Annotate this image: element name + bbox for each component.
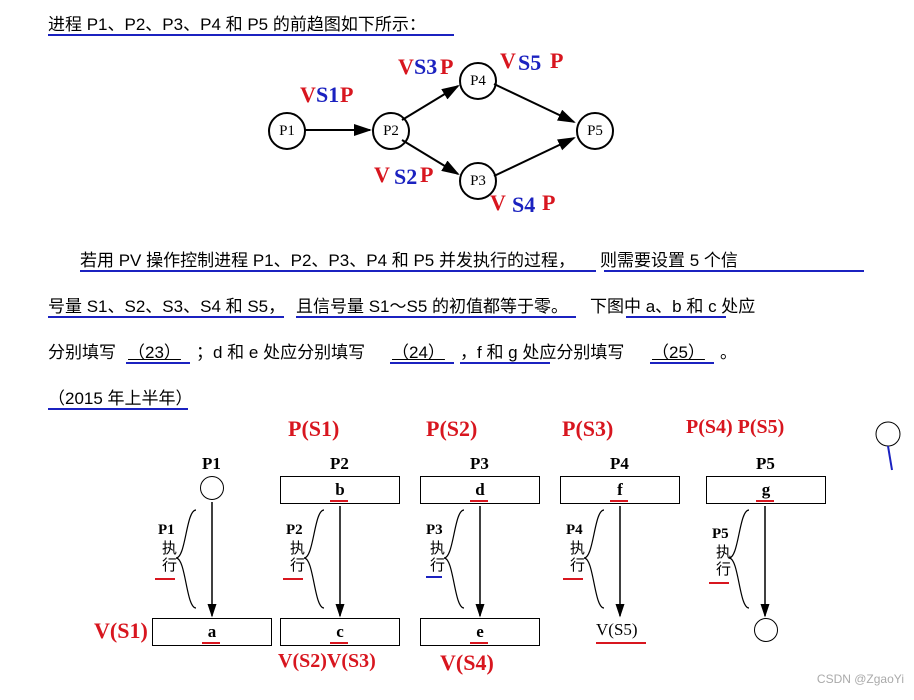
ans-e: V(S4) [440,650,494,676]
p4-pn: P4 [566,522,583,539]
p5-exec: 执行 [712,544,733,578]
graph-edges [0,0,914,250]
blank24: （24） [392,338,445,363]
ann-e23-s: S2 [394,164,417,190]
q-line2a: 若用 PV 操作控制进程 P1、P2、P3、P4 和 P5 并发执行的过程， [80,246,575,271]
ans-a: V(S1) [94,618,148,644]
ans-c: V(S2)V(S3) [278,650,376,673]
q-line3c: 下图中 a、b 和 c 处应 [590,292,755,317]
p1-label: P1 [202,454,221,474]
p4-exec: 执行 [566,540,587,574]
q-line3a: 号量 S1、S2、S3、S4 和 S5， [48,292,285,317]
ann-e35-s: S4 [512,192,535,218]
p5-label: P5 [756,454,775,474]
ann-e23-v: V [374,162,390,188]
p2-label: P2 [330,454,349,474]
q-line2b: 则需要设置 5 个信 [600,246,738,271]
ann-e24-s: S3 [414,54,437,80]
vs5-text: V(S5) [596,620,638,640]
p2-pn: P2 [286,522,303,539]
blank23: （23） [128,338,181,363]
ann-e12-v: V [300,82,316,108]
ans-p3: P(S2) [426,416,477,442]
p5-end [754,618,778,642]
year: （2015 年上半年） [48,384,193,409]
u-line2a [80,270,596,272]
ann-e45-p: P [550,48,563,74]
p1-pn: P1 [158,522,175,539]
ann-e12-p: P [340,82,353,108]
ann-e23-p: P [420,162,433,188]
p3-pn: P3 [426,522,443,539]
ans-p2: P(S1) [288,416,339,442]
ans-p5: P(S4) P(S5) [686,416,784,439]
ann-e35-p: P [542,190,555,216]
watermark: CSDN @ZgaoYi [817,672,904,686]
blank25: （25） [652,338,705,363]
q-line3b: 且信号量 S1～S5 的初值都等于零。 [296,292,568,317]
ann-e12-s: S1 [316,82,339,108]
p4-label: P4 [610,454,629,474]
ann-e45-s: S5 [518,50,541,76]
p3-label: P3 [470,454,489,474]
q-line4a: 分别填写 [48,338,116,363]
ann-e35-v: V [490,190,506,216]
q-line4d: 。 [720,338,737,363]
p2-exec: 执行 [286,540,307,574]
ann-e24-v: V [398,54,414,80]
q-line4b: ；d 和 e 处应分别填写 [196,338,365,363]
p3-exec: 执行 [426,540,447,574]
ann-e24-p: P [440,54,453,80]
p1-exec: 执行 [158,540,179,574]
p1-start [200,476,224,500]
p5-pn: P5 [712,526,729,543]
cursor-doodle [870,420,910,480]
q-line4c: ，f 和 g 处应分别填写 [460,338,624,363]
ans-p4: P(S3) [562,416,613,442]
ann-e45-v: V [500,48,516,74]
